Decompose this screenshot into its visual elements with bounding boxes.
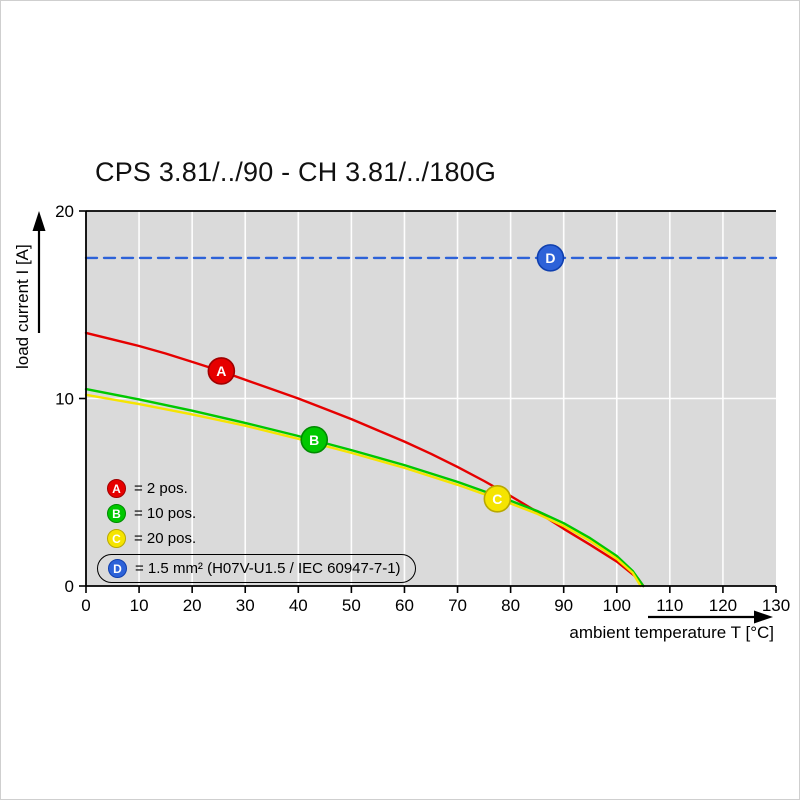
x-tick-label: 130 <box>762 596 790 615</box>
legend-item-a: A = 2 pos. <box>97 477 416 500</box>
x-tick-label: 70 <box>448 596 467 615</box>
x-tick-label: 50 <box>342 596 361 615</box>
legend-item-label: = 10 pos. <box>134 505 197 522</box>
x-tick-label: 40 <box>289 596 308 615</box>
legend-badge-c: C <box>107 529 126 548</box>
marker-b <box>300 425 329 454</box>
marker-letter-a: A <box>216 363 226 379</box>
x-tick-label: 80 <box>501 596 520 615</box>
x-tick-label: 10 <box>130 596 149 615</box>
curve-b <box>84 387 645 588</box>
legend-item-c: C = 20 pos. <box>97 527 416 550</box>
legend-item-d: D = 1.5 mm² (H07V-U1.5 / IEC 60947-7-1) <box>97 554 416 583</box>
legend-item-label: = 1.5 mm² (H07V-U1.5 / IEC 60947-7-1) <box>135 560 401 577</box>
x-tick-label: 20 <box>183 596 202 615</box>
curve-a <box>84 331 645 588</box>
curve-c <box>84 393 642 588</box>
legend-badge-b: B <box>107 504 126 523</box>
marker-letter-b: B <box>309 432 319 448</box>
x-tick-label: 0 <box>81 596 90 615</box>
x-tick-label: 30 <box>236 596 255 615</box>
marker-d <box>536 244 565 272</box>
marker-c <box>483 485 512 513</box>
marker-letter-c: C <box>492 491 502 507</box>
y-axis-arrow-head <box>32 211 46 231</box>
marker-a <box>207 357 236 385</box>
legend-badge-d: D <box>108 559 127 578</box>
x-tick-label: 120 <box>709 596 737 615</box>
y-tick-label: 20 <box>55 202 74 221</box>
legend-item-label: = 20 pos. <box>134 530 197 547</box>
legend-item-label: = 2 pos. <box>134 480 188 497</box>
y-axis-label: load current I [A] <box>13 244 32 369</box>
x-tick-label: 90 <box>554 596 573 615</box>
legend: A = 2 pos. B = 10 pos. C = 20 pos. D = 1.5 mm² … <box>97 477 416 583</box>
legend-item-b: B = 10 pos. <box>97 502 416 525</box>
chart-title: CPS 3.81/../90 - CH 3.81/../180G <box>95 157 497 187</box>
y-tick-label: 0 <box>65 577 74 596</box>
x-axis-arrow-head <box>754 610 773 624</box>
marker-letter-d: D <box>545 250 555 266</box>
x-tick-label: 60 <box>395 596 414 615</box>
legend-badge-a: A <box>107 479 126 498</box>
x-tick-label: 110 <box>656 596 683 615</box>
x-axis-label: ambient temperature T [°C] <box>569 623 774 642</box>
y-tick-label: 10 <box>55 390 74 409</box>
x-tick-label: 100 <box>603 596 631 615</box>
